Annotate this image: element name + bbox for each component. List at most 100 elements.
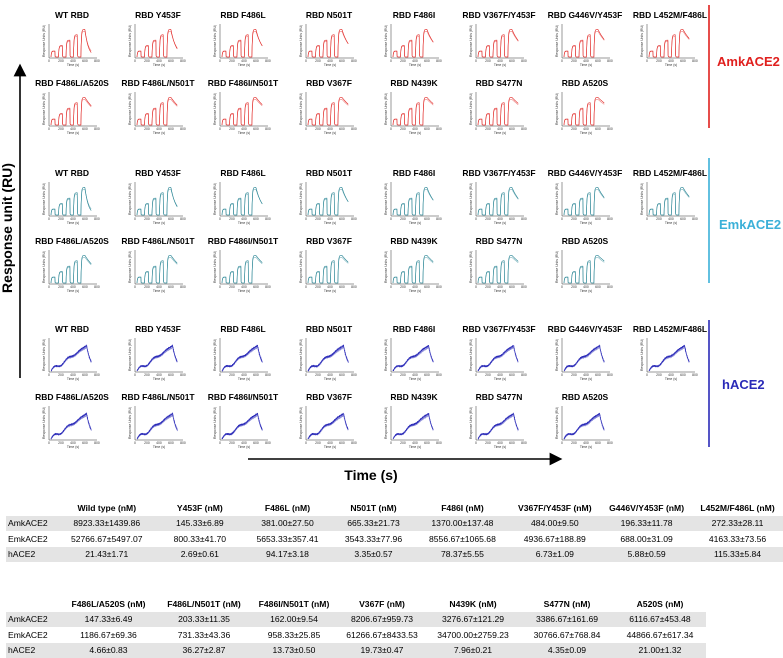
sensorgram-curve — [392, 99, 434, 126]
sensorgram-curve — [136, 414, 178, 441]
panel-x-tick: 800 — [265, 59, 271, 63]
table-cell: 3.35±0.57 — [330, 546, 417, 562]
panel-x-tick: 800 — [94, 59, 100, 63]
panel-x-tick: 0 — [219, 127, 221, 131]
table-cell: 94.17±3.18 — [244, 546, 331, 562]
panel-y-label: Response Units (RU) — [299, 251, 303, 283]
panel-x-tick: 200 — [315, 285, 321, 289]
panel-x-tick: 600 — [168, 285, 174, 289]
sensorgram-curve — [477, 345, 519, 372]
panel-x-label: Time (s) — [494, 445, 506, 449]
panel-x-tick: 400 — [241, 441, 247, 445]
table-cell: 19.73±0.47 — [338, 642, 426, 658]
panel-x-tick: 600 — [424, 373, 430, 377]
panel-x-tick: 400 — [583, 441, 589, 445]
group-label-emkace2: EmkACE2 — [719, 217, 781, 232]
panel-x-tick: 400 — [412, 127, 418, 131]
panel-x-tick: 600 — [509, 217, 515, 221]
panel-y-label: Response Units (RU) — [213, 339, 217, 371]
panel-x-tick: 400 — [497, 59, 503, 63]
panel-y-label: Response Units (RU) — [128, 93, 132, 125]
panel-x-tick: 0 — [305, 127, 307, 131]
sensorgram-curve — [50, 255, 92, 284]
panel-x-tick: 800 — [265, 285, 271, 289]
panel-x-tick: 800 — [94, 127, 100, 131]
panel-x-tick: 0 — [390, 285, 392, 289]
table-header — [6, 500, 58, 516]
table-cell: 4936.67±188.89 — [523, 533, 586, 544]
panel-title: RBD L452M/F486L — [633, 168, 707, 178]
table-cell: AmkACE2 — [6, 611, 59, 627]
panel-x-tick: 200 — [58, 373, 64, 377]
panel-x-tick: 0 — [48, 59, 50, 63]
panel-title: RBD V367F — [306, 78, 352, 88]
panel-y-label: Response Units (RU) — [640, 183, 644, 215]
panel-title: RBD N439K — [390, 78, 438, 88]
panel-x-tick: 800 — [180, 373, 186, 377]
panel-y-label: Response Units (RU) — [299, 339, 303, 371]
panel-x-tick: 0 — [48, 285, 50, 289]
panel-x-tick: 600 — [168, 217, 174, 221]
table-cell: 688.00±31.09 — [620, 533, 673, 544]
panel-x-tick: 800 — [436, 59, 442, 63]
panel-x-tick: 200 — [571, 59, 577, 63]
panel-x-tick: 0 — [48, 127, 50, 131]
table-cell: 2.69±0.61 — [155, 546, 245, 562]
panel-y-label: Response Units (RU) — [555, 407, 559, 439]
table-cell: 7.96±0.21 — [426, 642, 520, 658]
panel-x-tick: 800 — [180, 217, 186, 221]
kd-table-1: Wild type (nM) Y453F (nM) F486L (nM) N50… — [6, 500, 783, 562]
table-cell: 8556.67±1065.68 — [429, 533, 496, 544]
sensorgram-panel: RBD Y453F 0 200 400 600 800 Time (s) Response U… — [128, 10, 186, 67]
sensorgram-curve — [392, 31, 434, 58]
table-header: F486I (nM) — [441, 502, 484, 513]
sensorgram-curve — [477, 414, 519, 440]
panel-x-tick: 600 — [595, 441, 601, 445]
panel-x-tick: 400 — [241, 285, 247, 289]
sensorgram-curve — [392, 414, 434, 440]
panel-x-label: Time (s) — [494, 289, 506, 293]
table-cell: 4163.33±73.56 — [708, 533, 767, 544]
sensorgram-panel: WT RBD 0 200 400 600 800 Time (s) Response Unit… — [42, 168, 100, 225]
sensorgram-panel: RBD A520S 0 200 400 600 800 Time (s) Response U… — [555, 78, 613, 135]
sensorgram-panel: RBD Y453F 0 200 400 600 800 Time (s) Response U… — [128, 324, 186, 381]
sensorgram-panel: RBD N439K 0 200 400 600 800 Time (s) Response U… — [384, 392, 442, 449]
sensorgram-curve — [307, 414, 349, 440]
sensorgram-panel: RBD N439K 0 200 400 600 800 Time (s) Response U… — [384, 78, 442, 135]
panel-y-label: Response Units (RU) — [42, 93, 46, 125]
sensorgram-curve — [221, 97, 263, 126]
panel-x-tick: 0 — [646, 373, 648, 377]
sensorgram-curve — [221, 412, 263, 440]
panel-x-label: Time (s) — [153, 221, 165, 225]
panel-title: RBD V367F/Y453F — [462, 324, 535, 334]
panel-x-tick: 800 — [351, 217, 357, 221]
sensorgram-panel: RBD F486I/N501T 0 200 400 600 800 Time (s) Resp… — [208, 236, 279, 293]
panel-y-label: Response Units (RU) — [42, 407, 46, 439]
panel-x-label: Time (s) — [238, 221, 250, 225]
panel-y-label: Response Units (RU) — [213, 407, 217, 439]
panel-x-tick: 200 — [400, 217, 406, 221]
panel-x-tick: 400 — [70, 441, 76, 445]
panel-x-tick: 0 — [134, 127, 136, 131]
panel-x-tick: 800 — [692, 59, 698, 63]
panel-x-tick: 600 — [168, 127, 174, 131]
panel-x-tick: 600 — [339, 285, 345, 289]
table-cell: 958.33±25.85 — [267, 629, 321, 640]
panel-x-tick: 800 — [607, 285, 613, 289]
panel-x-label: Time (s) — [324, 63, 336, 67]
panel-x-tick: 400 — [497, 441, 503, 445]
panel-x-tick: 400 — [327, 217, 333, 221]
panel-title: RBD V367F/Y453F — [462, 168, 535, 178]
sensorgram-curve — [50, 97, 92, 126]
panel-y-label: Response Units (RU) — [128, 407, 132, 439]
table-cell: 145.33±6.89 — [155, 515, 245, 531]
panel-x-tick: 200 — [656, 59, 662, 63]
panel-title: RBD N501T — [306, 324, 353, 334]
panel-x-label: Time (s) — [324, 445, 336, 449]
panel-x-tick: 200 — [315, 217, 321, 221]
panel-x-tick: 400 — [412, 285, 418, 289]
panel-x-tick: 600 — [253, 127, 259, 131]
panel-x-tick: 400 — [668, 59, 674, 63]
panel-title: RBD L452M/F486L — [633, 324, 707, 334]
panel-y-label: Response Units (RU) — [42, 339, 46, 371]
